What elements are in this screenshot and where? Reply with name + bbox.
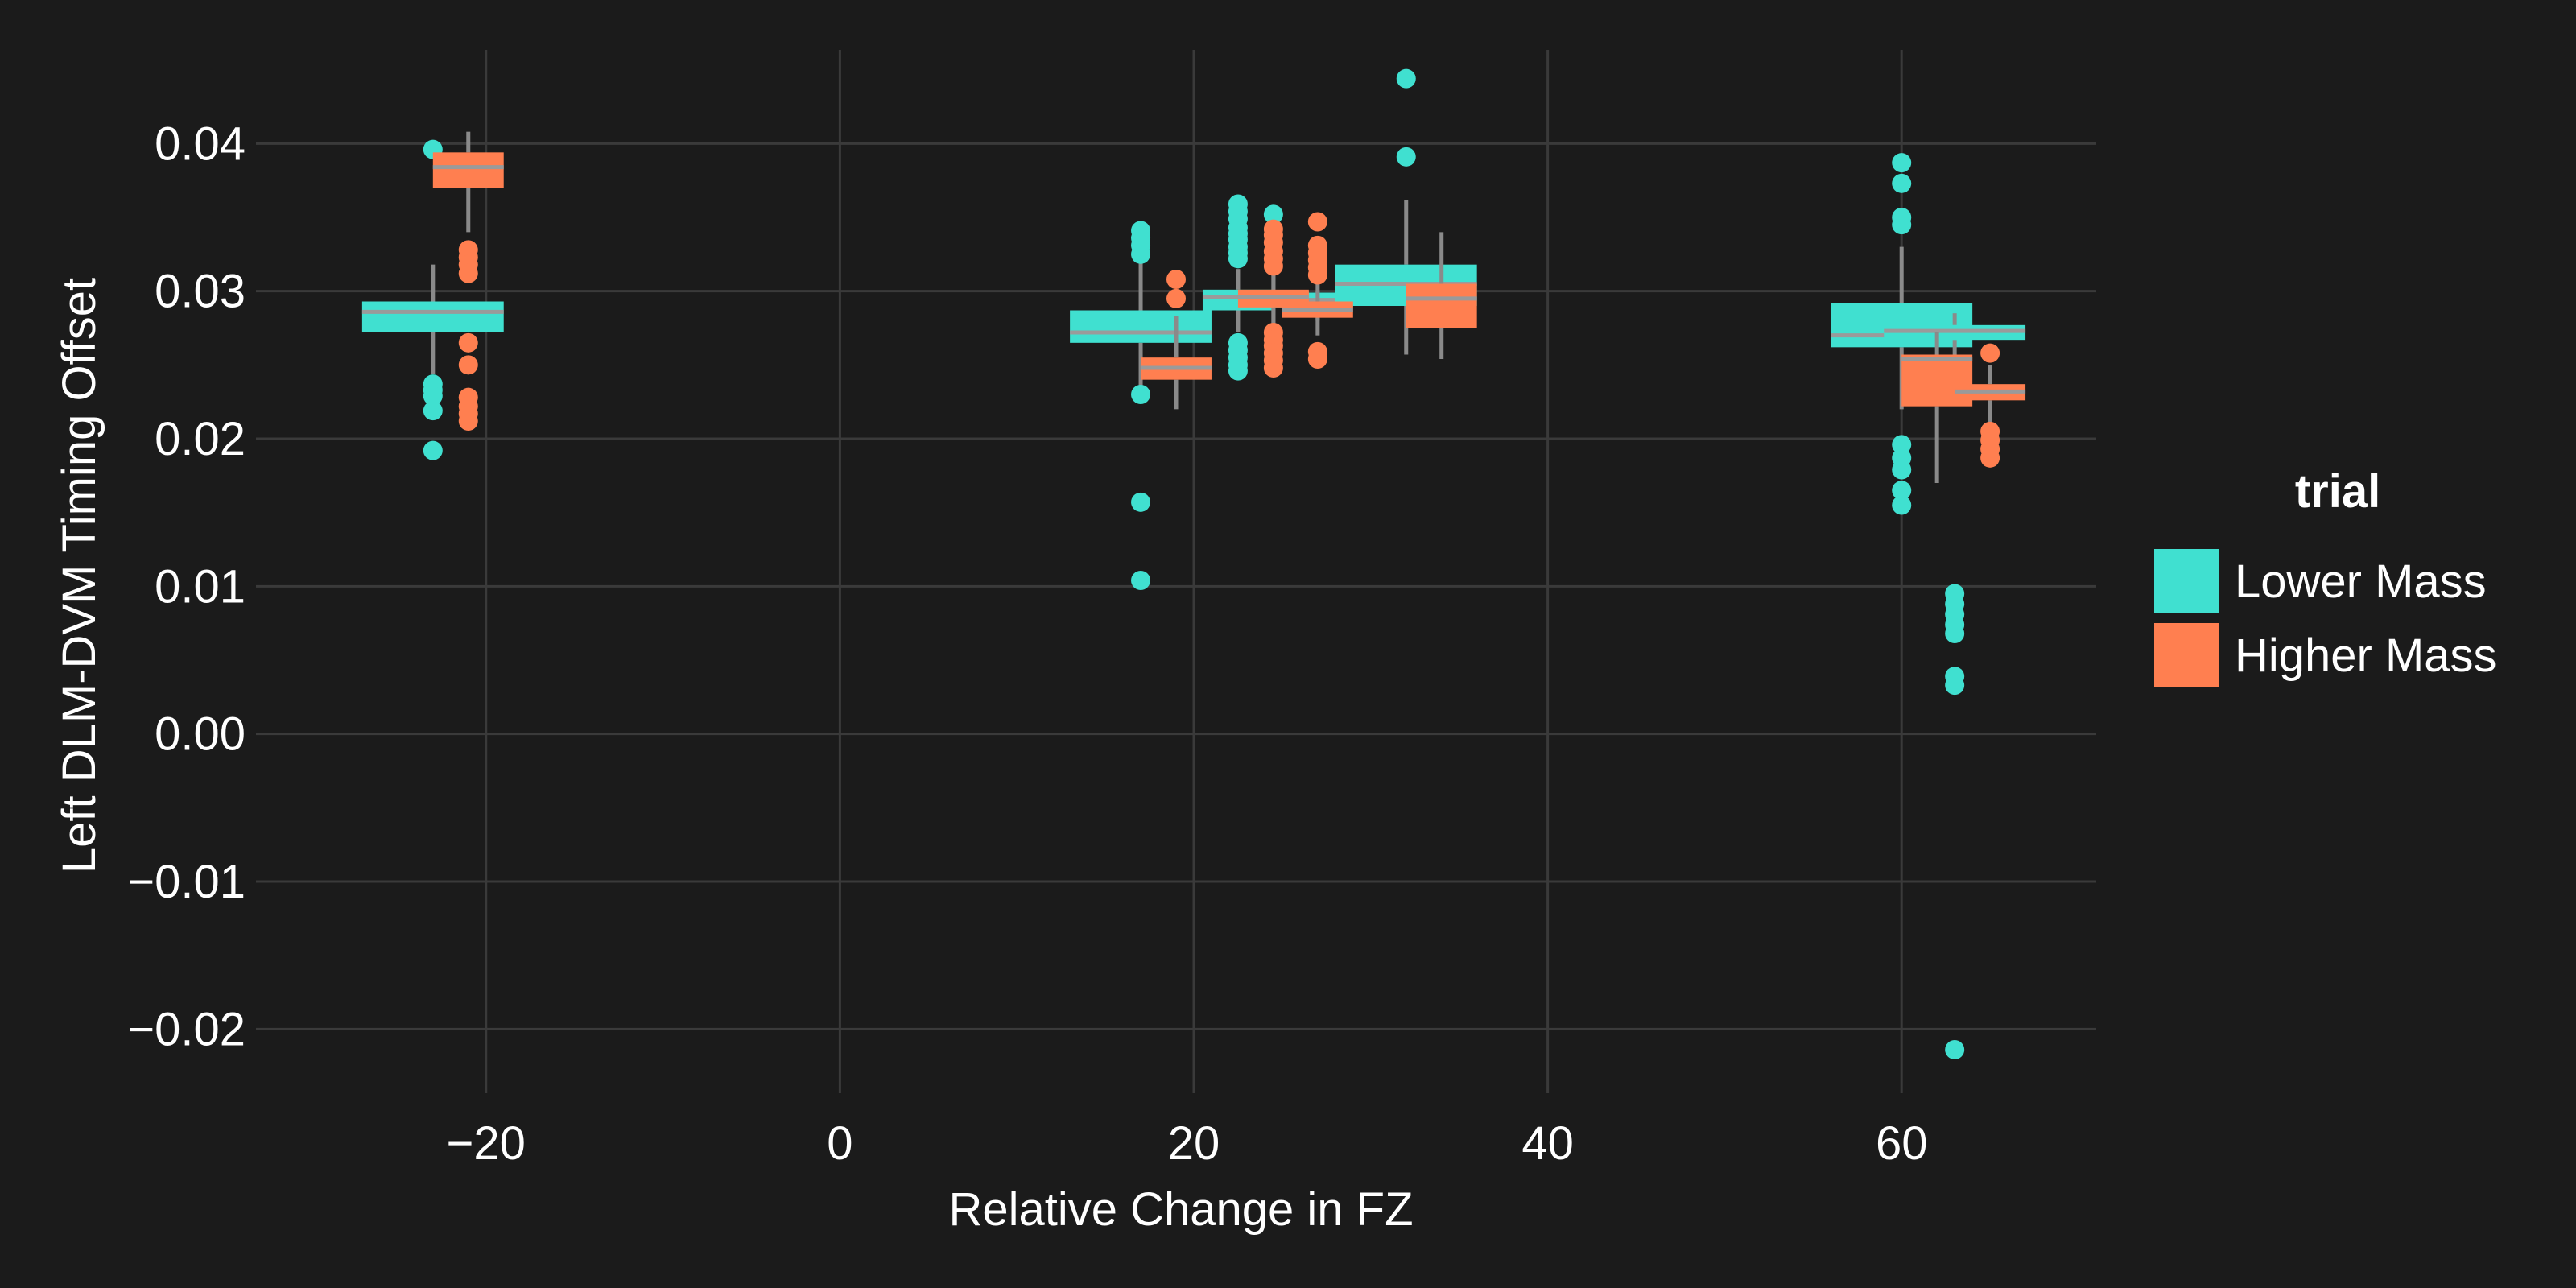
outlier-point [1263, 358, 1283, 378]
outlier-point [1892, 481, 1912, 501]
outlier-point [1307, 212, 1327, 232]
outlier-point [458, 355, 478, 375]
box-group [1282, 212, 1353, 369]
x-tick-label: 60 [1876, 1117, 1928, 1170]
outlier-point [1396, 147, 1416, 167]
outlier-point [1945, 624, 1965, 643]
box [361, 301, 504, 332]
box-group [1406, 232, 1477, 359]
box-group [1955, 343, 2026, 468]
outlier-point [423, 440, 443, 460]
outlier-point [1980, 448, 2000, 468]
outlier-point [423, 401, 443, 421]
outlier-point [1131, 492, 1151, 512]
outlier-point [458, 263, 478, 283]
x-axis-title: Relative Change in FZ [948, 1183, 1413, 1236]
box [432, 152, 504, 188]
outlier-point [1131, 244, 1151, 264]
outlier-point [1307, 265, 1327, 285]
outlier-point [1892, 435, 1912, 455]
box-group [1141, 270, 1212, 410]
x-tick-label: 0 [827, 1117, 852, 1170]
y-axis-title: Left DLM-DVM Timing Offset [53, 278, 105, 873]
outlier-point [458, 332, 478, 353]
y-tick-label: 0.02 [155, 413, 246, 465]
outlier-point [1263, 204, 1283, 225]
outlier-point [1892, 215, 1912, 235]
outlier-point [1892, 173, 1912, 193]
legend-label-higher-mass: Higher Mass [2235, 630, 2497, 682]
outlier-point [1131, 571, 1151, 590]
y-tick-label: −0.02 [127, 1003, 246, 1055]
box-group [1901, 332, 1973, 483]
outlier-point [1892, 495, 1912, 515]
outlier-point [1307, 349, 1327, 369]
box-group [361, 139, 504, 460]
x-tick-label: 40 [1521, 1117, 1574, 1170]
outlier-point [1892, 153, 1912, 173]
outlier-point [1980, 343, 2000, 363]
outlier-point [1228, 361, 1248, 381]
y-tick-label: 0.00 [155, 708, 246, 761]
box [1406, 283, 1477, 328]
y-tick-label: −0.01 [127, 856, 246, 908]
axis-tick-labels: −20 0 20 40 60 −0.02 −0.01 0.00 0.01 0.02 0.03 0.04 [127, 118, 1927, 1170]
y-tick-label: 0.01 [155, 560, 246, 613]
outlier-point [1945, 675, 1965, 696]
y-tick-label: 0.03 [155, 266, 246, 318]
outlier-point [1228, 249, 1248, 269]
box [1070, 310, 1212, 343]
legend: trial Lower Mass Higher Mass [2154, 465, 2497, 687]
x-tick-label: 20 [1168, 1117, 1220, 1170]
outlier-point [1131, 385, 1151, 404]
outlier-point [1396, 68, 1416, 89]
legend-title: trial [2295, 465, 2380, 518]
legend-swatch-lower-mass [2154, 549, 2219, 613]
x-tick-label: −20 [447, 1117, 526, 1170]
box-group [432, 131, 504, 431]
outlier-point [423, 386, 443, 406]
outlier-point [1263, 256, 1283, 276]
box-group [1884, 313, 2026, 1059]
outlier-point [1892, 460, 1912, 480]
legend-swatch-higher-mass [2154, 623, 2219, 687]
outlier-point [1166, 270, 1186, 289]
outlier-point [1166, 288, 1186, 308]
box-layer [361, 68, 2026, 1059]
box-group [1070, 221, 1212, 590]
y-tick-label: 0.04 [155, 118, 246, 170]
outlier-point [1945, 1040, 1965, 1059]
legend-label-lower-mass: Lower Mass [2235, 555, 2487, 608]
outlier-point [458, 411, 478, 431]
